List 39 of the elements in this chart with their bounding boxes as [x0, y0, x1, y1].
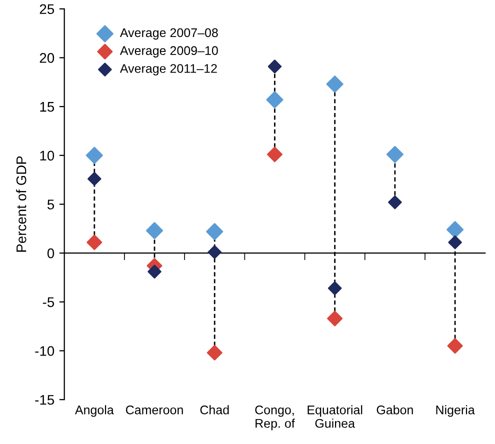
- x-tick-label: Angola: [74, 405, 114, 417]
- point: [268, 60, 282, 74]
- x-tick-label: Nigeria: [436, 405, 475, 417]
- x-tick-label: Cameroon: [126, 405, 183, 414]
- point: [266, 91, 284, 108]
- point: [86, 146, 103, 164]
- point: [328, 281, 342, 296]
- y-tick-label: 10: [40, 150, 54, 161]
- legend-label: Average 2007–08: [120, 28, 218, 40]
- point: [206, 344, 222, 360]
- point: [447, 338, 463, 354]
- y-tick-label: 0: [47, 248, 54, 258]
- legend-label: Average 2011–12: [120, 64, 217, 76]
- x-tick-label: Gabon: [376, 405, 413, 414]
- point: [206, 223, 224, 240]
- point: [326, 76, 344, 93]
- x-tick-label: Equatorial Guinea: [308, 405, 362, 428]
- y-tick-label: 25: [40, 4, 54, 14]
- y-tick-label: -10: [35, 346, 54, 356]
- point: [448, 235, 462, 250]
- y-tick-label: 15: [40, 102, 54, 112]
- x-tick-label: Congo, Rep. of: [255, 405, 295, 430]
- y-axis-title: Percent of GDP: [16, 156, 26, 252]
- point: [446, 221, 464, 238]
- x-tick-label: Chad: [200, 405, 229, 414]
- point: [86, 234, 102, 250]
- point: [386, 146, 404, 163]
- point: [388, 195, 402, 210]
- legend-label: Average 2009–10: [120, 46, 218, 58]
- point: [266, 146, 282, 162]
- point: [327, 310, 343, 326]
- y-tick-label: -15: [35, 395, 54, 405]
- point: [146, 222, 164, 240]
- point: [148, 264, 162, 279]
- point: [87, 172, 102, 186]
- y-tick-label: -5: [42, 297, 54, 308]
- y-tick-label: 20: [40, 53, 54, 63]
- y-tick-label: 5: [47, 200, 54, 210]
- point: [208, 245, 222, 260]
